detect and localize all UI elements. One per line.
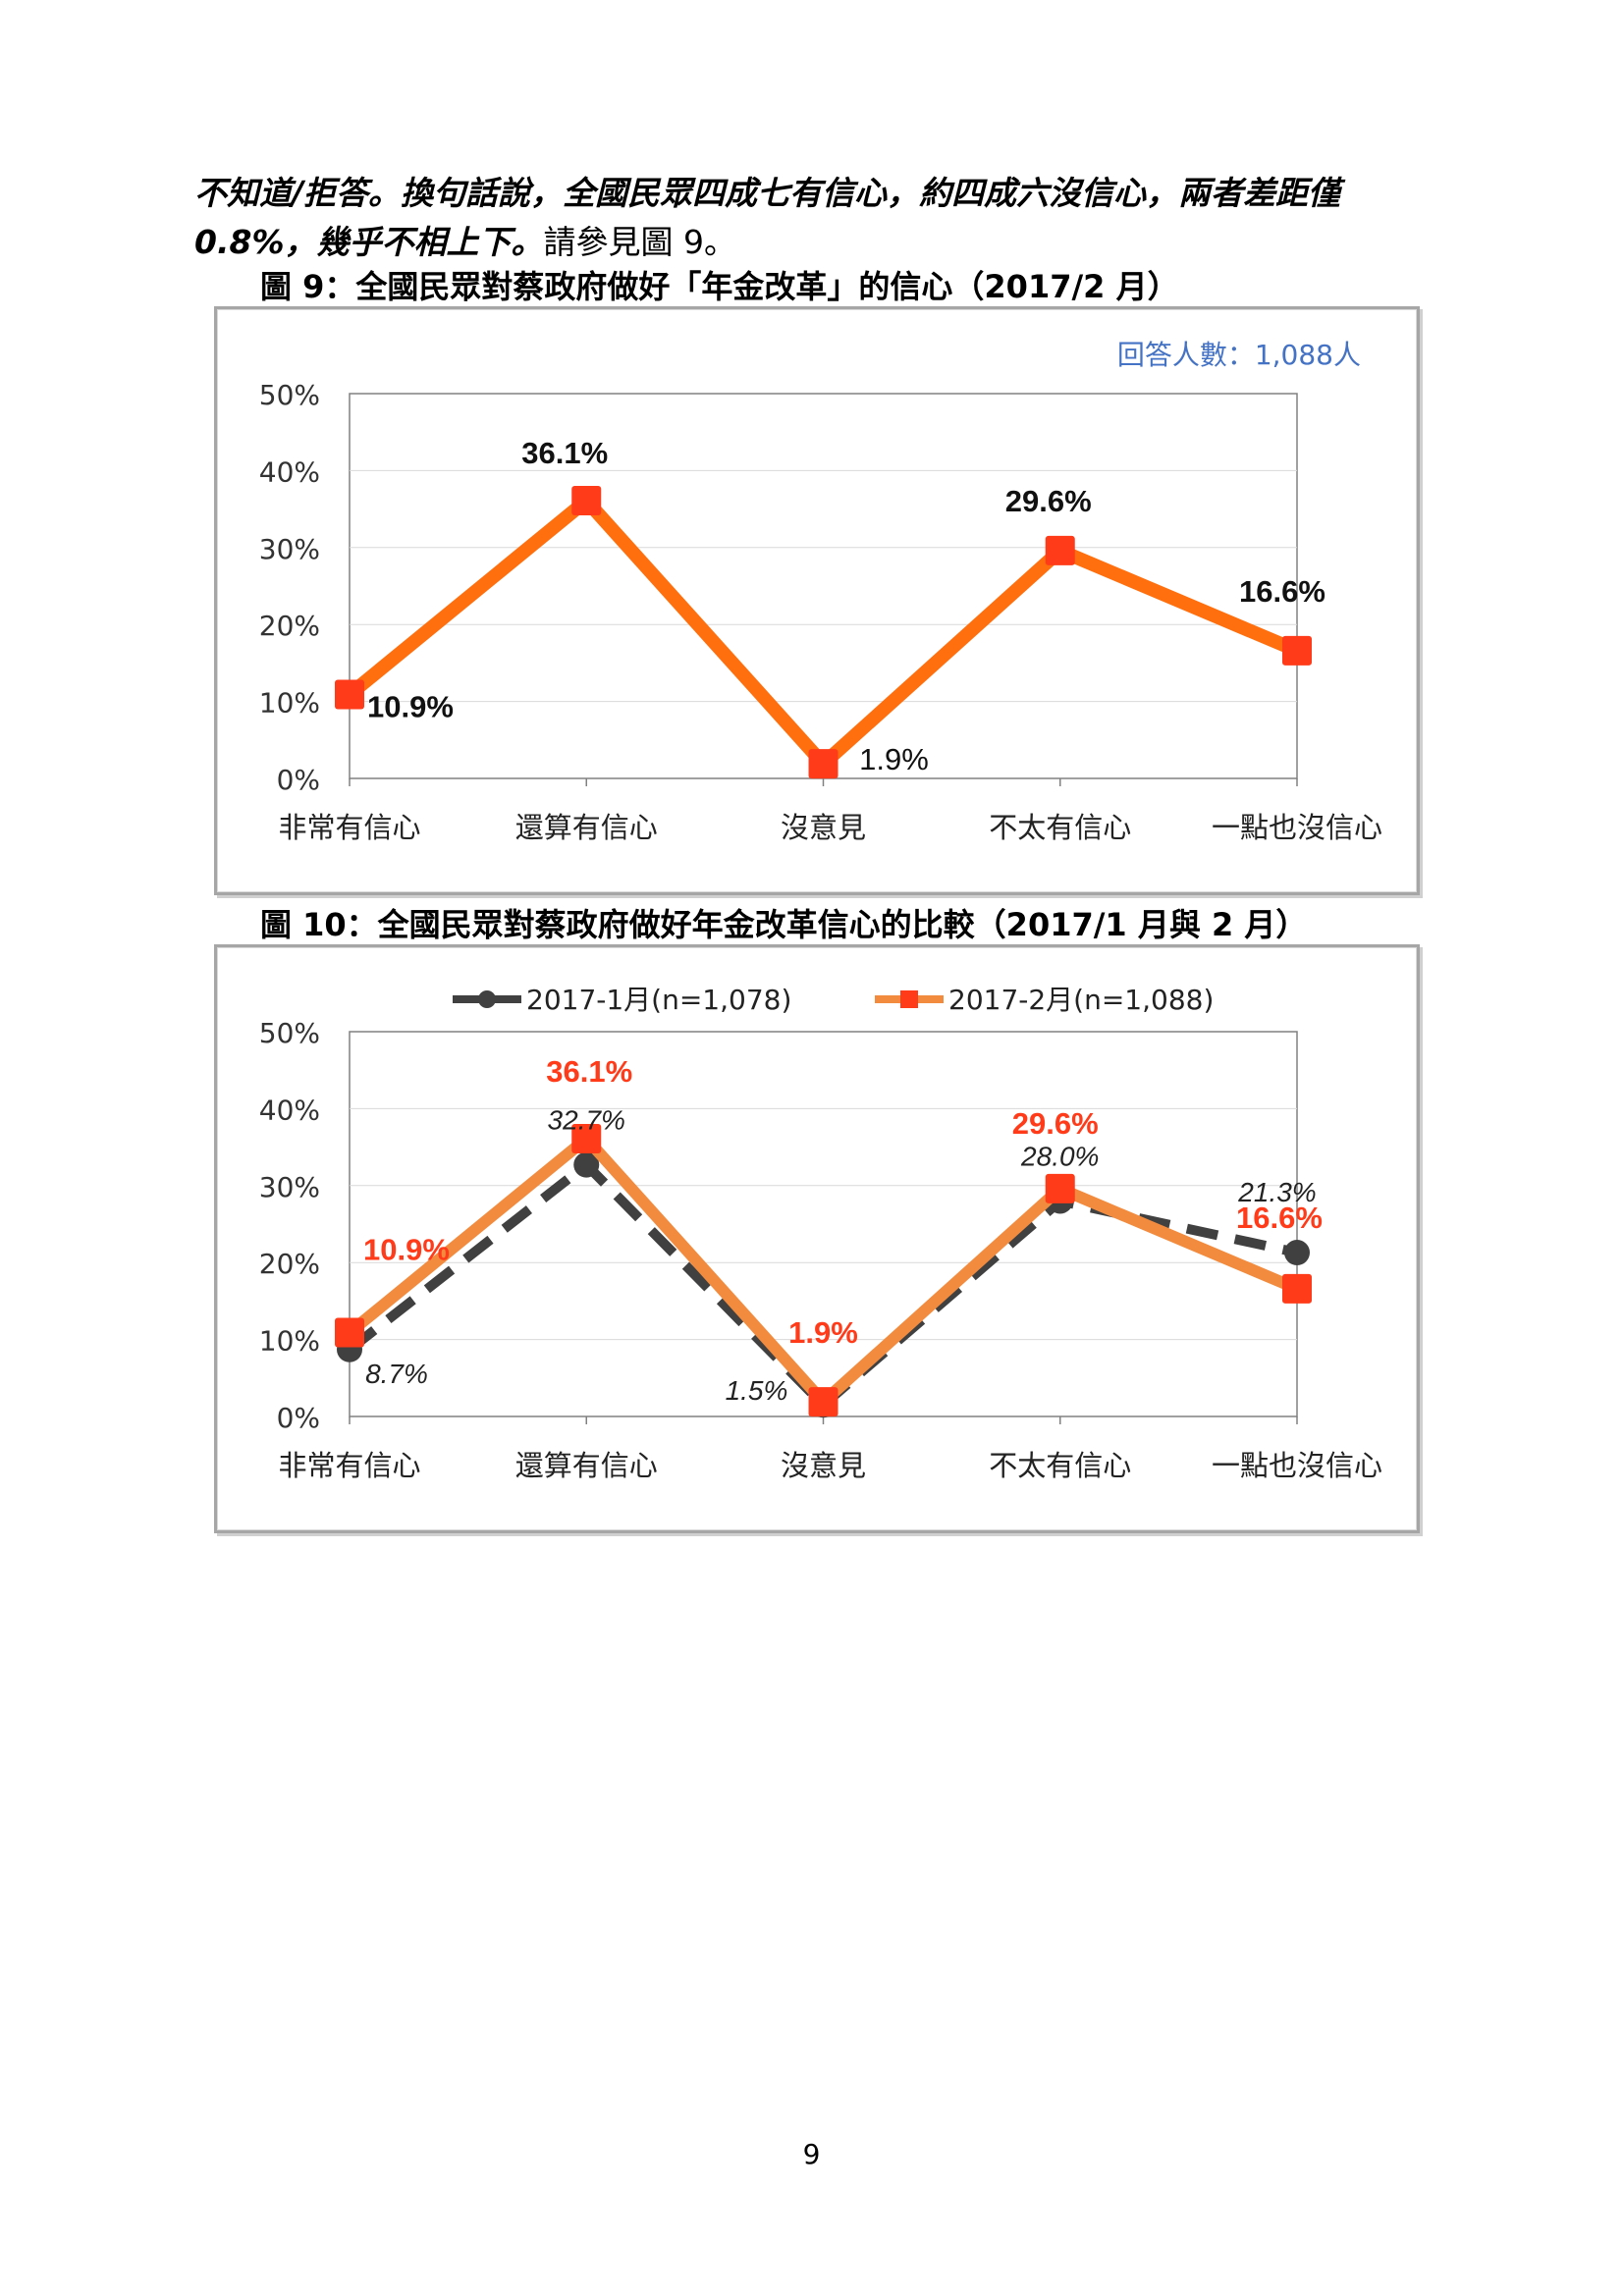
chart9-y-tick-label: 30% — [259, 533, 320, 565]
body-paragraph: 不知道/拒答。換句話說，全國民眾四成七有信心，約四成六沒信心，兩者差距僅0.8%… — [194, 169, 1461, 267]
chart10-jan-point-marker — [1284, 1240, 1310, 1266]
chart10-y-tick-label: 40% — [259, 1094, 320, 1126]
chart9-x-tick-label: 沒意見 — [781, 811, 866, 844]
chart9-x-tick-label: 非常有信心 — [278, 811, 420, 844]
chart10-x-tick-label: 一點也沒信心 — [1212, 1449, 1382, 1482]
chart9-y-tick-label: 40% — [259, 455, 320, 488]
figure-10-chart: 0% 10% 20% 30% 40% 50% 非常有信心 還算有信心 沒意見 不太有信心 一點也沒信… — [214, 944, 1420, 1533]
chart10-y-tick-label: 20% — [259, 1248, 320, 1280]
chart9-x-tick-label: 一點也沒信心 — [1212, 811, 1382, 844]
chart10-y-tick-label: 0% — [277, 1402, 320, 1434]
chart10-jan-data-label: 32.7% — [548, 1105, 625, 1136]
figure-10-svg: 0% 10% 20% 30% 40% 50% 非常有信心 還算有信心 沒意見 不太有信心 一點也沒信… — [259, 984, 1382, 1482]
chart9-y-tick-label: 0% — [277, 764, 320, 796]
chart10-feb-point-marker — [1282, 1273, 1312, 1304]
chart9-data-label: 10.9% — [367, 690, 454, 724]
paragraph-emphasis: 不知道/拒答。換句話說，全國民眾四成七有信心，約四成六沒信心，兩者差距僅0.8%… — [194, 174, 1341, 261]
chart9-data-label: 16.6% — [1239, 574, 1325, 609]
chart9-point-marker — [335, 679, 364, 710]
chart10-feb-point-marker — [571, 1123, 602, 1153]
chart9-x-tick-label: 還算有信心 — [515, 811, 658, 844]
chart9-x-tick-label: 不太有信心 — [989, 811, 1131, 844]
chart10-legend-marker — [478, 990, 496, 1008]
figure-9-chart: 0% 10% 20% 30% 40% 50% 非常有信心 還算有信心 沒意見 不太有信心 一點也沒信… — [214, 306, 1420, 895]
chart10-jan-data-label: 1.5% — [726, 1375, 788, 1406]
figure-9-caption: 圖 9：全國民眾對蔡政府做好「年金改革」的信心（2017/2 月） — [260, 268, 1179, 305]
chart9-point-marker — [571, 485, 602, 515]
chart9-data-label: 1.9% — [859, 742, 929, 776]
chart9-y-tick-label: 20% — [259, 610, 320, 642]
paragraph-plain: 請參見圖 9。 — [543, 223, 737, 261]
chart10-feb-data-label: 16.6% — [1236, 1201, 1323, 1235]
chart10-feb-data-label: 29.6% — [1012, 1106, 1099, 1141]
chart10-jan-data-label: 21.3% — [1237, 1177, 1316, 1207]
chart10-y-tick-label: 30% — [259, 1171, 320, 1203]
chart10-legend-marker — [900, 990, 918, 1008]
chart9-data-label: 36.1% — [521, 436, 608, 470]
page-number: 9 — [802, 2138, 821, 2170]
chart10-jan-data-label: 28.0% — [1020, 1141, 1099, 1171]
respondent-count-note: 回答人數：1,088人 — [1117, 339, 1361, 371]
chart10-x-tick-label: 不太有信心 — [989, 1449, 1131, 1482]
chart9-point-marker — [1282, 635, 1312, 666]
chart10-feb-data-label: 10.9% — [363, 1233, 450, 1267]
chart10-x-tick-label: 沒意見 — [781, 1449, 866, 1482]
chart9-point-marker — [808, 749, 839, 779]
chart9-y-tick-label: 50% — [259, 379, 320, 411]
chart10-feb-data-label: 36.1% — [546, 1054, 632, 1089]
chart10-feb-point-marker — [808, 1387, 839, 1417]
chart10-x-tick-label: 非常有信心 — [278, 1449, 420, 1482]
chart10-jan-point-marker — [573, 1151, 600, 1178]
chart10-legend-label: 2017-1月(n=1,078) — [526, 984, 791, 1016]
chart9-point-marker — [1045, 535, 1075, 565]
figure-9-svg: 0% 10% 20% 30% 40% 50% 非常有信心 還算有信心 沒意見 不太有信心 一點也沒信… — [259, 339, 1382, 844]
chart9-data-label: 29.6% — [1005, 484, 1092, 518]
chart10-feb-point-marker — [1045, 1173, 1075, 1203]
chart10-legend-label: 2017-2月(n=1,088) — [948, 984, 1214, 1016]
chart10-y-tick-label: 10% — [259, 1325, 320, 1358]
chart10-x-tick-label: 還算有信心 — [515, 1449, 658, 1482]
chart10-y-tick-label: 50% — [259, 1017, 320, 1049]
chart10-jan-data-label: 8.7% — [365, 1359, 428, 1389]
chart9-y-tick-label: 10% — [259, 687, 320, 720]
chart10-feb-data-label: 1.9% — [788, 1315, 858, 1350]
figure-10-caption: 圖 10：全國民眾對蔡政府做好年金改革信心的比較（2017/1 月與 2 月） — [260, 906, 1308, 943]
chart10-feb-point-marker — [335, 1317, 364, 1348]
